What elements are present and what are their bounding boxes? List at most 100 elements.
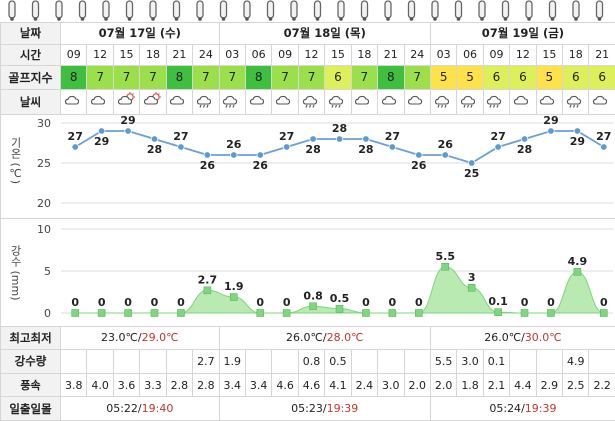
wind-speed-cell: 3.4 [244, 372, 273, 398]
time-cell: 15 [324, 43, 352, 67]
rain-amount-cell [59, 349, 88, 374]
weather-icon-cell [588, 88, 615, 116]
rain-point [335, 304, 344, 313]
temperature-point [150, 135, 159, 143]
wind-speed-cell: 2.0 [429, 372, 458, 398]
day-minmax: 26.0℃/28.0℃ [218, 325, 431, 351]
weather-icon-cell [244, 88, 273, 116]
golf-index-cell: 6 [509, 65, 537, 90]
temperature-point [256, 151, 264, 159]
rain-data-label: 4.9 [568, 255, 588, 268]
golf-label: 골프지수 [0, 65, 61, 90]
wind-speed-cell: 2.0 [403, 372, 431, 398]
time-cell: 09 [482, 43, 511, 67]
rain-data-label: 0.1 [488, 295, 508, 308]
binding-ring [595, 0, 604, 21]
weather-icon-cell [324, 88, 352, 116]
rain-panel: 강수 (mm) 0 5 10 0 0 0 0 0 2.7 1.9 0 0 0.8 0.5 0 0 0 5.5 3 0.… [0, 217, 615, 327]
weather-icon-cell [350, 88, 379, 116]
rain-data-label: 0 [600, 296, 608, 309]
cloudy-icon [249, 96, 264, 106]
y-tick-label: 0 [44, 307, 51, 320]
day-header: 07월 19일 (금) [429, 22, 615, 45]
golf-index-cell: 7 [112, 65, 141, 90]
temperature-data-label: 28 [147, 143, 162, 156]
temperature-point [309, 135, 317, 143]
rain-amount-cell: 0.8 [297, 349, 326, 374]
wind-speed-cell: 2.1 [482, 372, 511, 398]
weather-icon-cell [165, 88, 194, 116]
day-minmax: 26.0℃/30.0℃ [429, 325, 615, 351]
binding-ring [407, 0, 416, 21]
rain-amount-cell [112, 349, 141, 374]
temperature-point [467, 159, 476, 167]
temperature-panel: 기온 (℃) 20 25 30 27 29 29 28 27 26 26 26 27 28 28 28 27 2… [0, 114, 615, 219]
binding-ring [501, 0, 510, 21]
cloudy-icon [540, 96, 555, 106]
weather-icon-cell [456, 88, 484, 116]
rain-data-label: 1.9 [224, 280, 244, 293]
weather-icon-cell [377, 88, 405, 116]
temperature-data-label: 28 [358, 143, 373, 156]
sunset-time: 19:39 [524, 402, 557, 416]
wind-speed-cell: 4.6 [297, 372, 326, 398]
temperature-point [388, 143, 397, 151]
weather-row: 날씨 [0, 88, 615, 116]
time-cell: 21 [165, 43, 194, 67]
rain-point [547, 309, 555, 317]
temperature-point [97, 127, 106, 135]
cloudy-icon [381, 96, 396, 106]
weather-icon-cell [139, 88, 167, 116]
forecast-table: 날짜 07월 17일 (수) 07월 18일 (목) 07월 19일 (금) 시… [0, 22, 615, 421]
wind-speed-cell: 2.2 [588, 372, 615, 398]
cloudy-icon [276, 96, 291, 106]
temperature-point [282, 143, 291, 151]
time-cell: 21 [588, 43, 615, 67]
binding-ring [102, 0, 110, 21]
golf-index-cell: 6 [482, 65, 511, 90]
day-sun: 05:22/19:40 [60, 396, 220, 421]
temperature-data-label: 26 [226, 138, 242, 151]
temperature-data-label: 29 [94, 135, 109, 148]
temperature-point [547, 127, 555, 135]
time-cell: 03 [429, 43, 458, 67]
binding-ring [548, 0, 557, 21]
temperature-point [177, 143, 185, 151]
time-cell: 09 [271, 43, 299, 67]
rain-data-label: 0 [415, 296, 423, 309]
time-cell: 06 [244, 43, 273, 67]
temperature-data-label: 28 [305, 143, 320, 156]
rain-data-label: 0 [98, 296, 106, 309]
sunset-time: 19:40 [141, 402, 174, 416]
y-tick-label: 5 [44, 265, 51, 278]
temperature-data-label: 26 [438, 138, 454, 151]
rain-amount-cell [350, 349, 379, 374]
binding-ring [454, 0, 463, 21]
temperature-point [203, 151, 212, 159]
rain-data-label: 0 [389, 296, 397, 309]
golf-index-cell: 8 [244, 65, 273, 90]
rain-amount-cell [403, 349, 431, 374]
time-cell: 15 [535, 43, 564, 67]
wind-speed-cell: 3.3 [139, 372, 167, 398]
weather-icon-cell [271, 88, 299, 116]
time-cell: 12 [86, 43, 114, 67]
weather-icon-cell [482, 88, 511, 116]
rain-data-label: 0 [283, 296, 291, 309]
min-temp: 26.0℃ [286, 331, 323, 345]
wind-speed-cell: 3.4 [218, 372, 246, 398]
cloudy-icon [355, 96, 370, 106]
weather-icon-cell [192, 88, 220, 116]
rain-data-label: 0 [71, 296, 79, 309]
rain-amount-cell [165, 349, 194, 374]
binding-ring [172, 0, 181, 21]
rain-icon [328, 96, 343, 109]
temperature-point [520, 135, 529, 143]
weather-icon-cell [218, 88, 246, 116]
wind-speed-cell: 1.8 [456, 372, 484, 398]
wind-speed-cell: 3.0 [377, 372, 405, 398]
rain-icon [434, 96, 449, 109]
rain-point [124, 309, 132, 317]
rain-amount-cell [271, 349, 299, 374]
temperature-data-label: 27 [279, 130, 294, 143]
